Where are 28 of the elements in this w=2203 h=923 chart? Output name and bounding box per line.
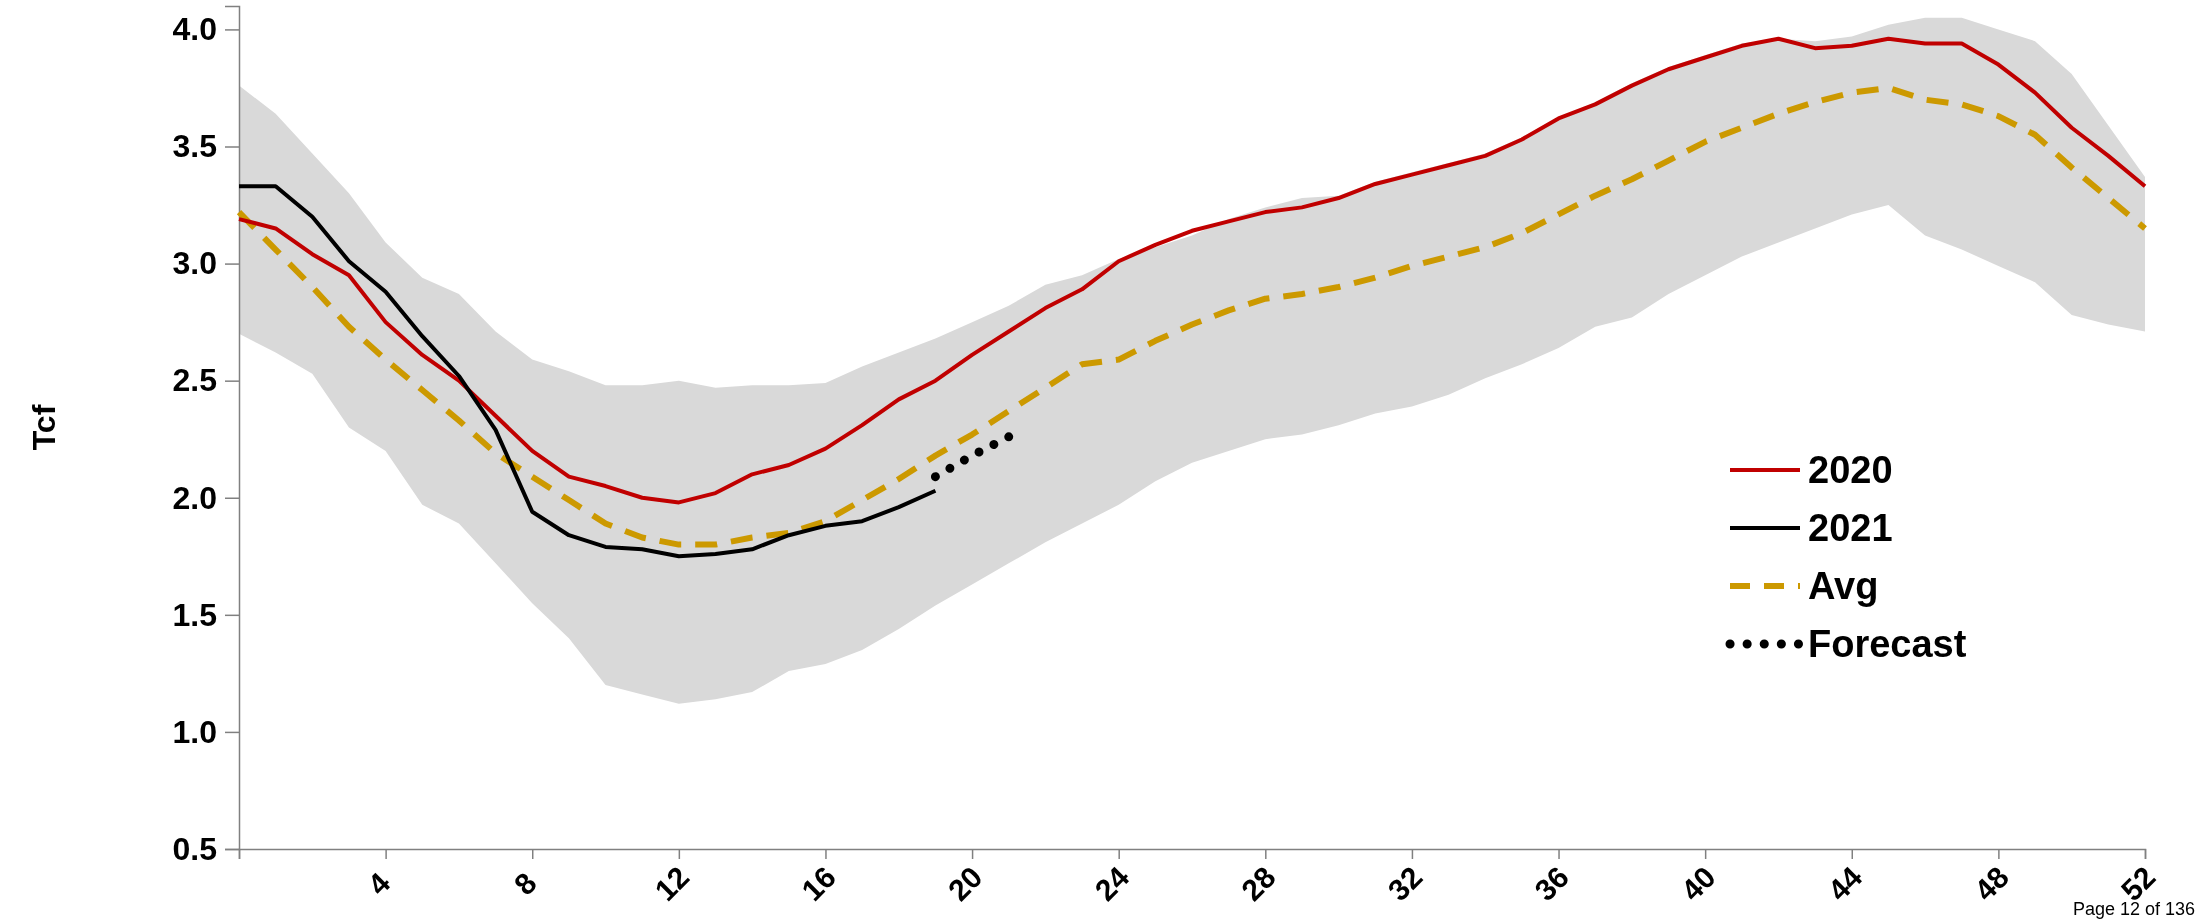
legend-label: Forecast <box>1808 623 1967 665</box>
x-tick-label: 12 <box>648 860 696 908</box>
legend-label: 2021 <box>1808 507 1893 549</box>
y-axis-title: Tcf <box>26 404 62 451</box>
x-tick-label: 44 <box>1821 859 1869 908</box>
x-tick-label: 24 <box>1088 859 1136 908</box>
x-tick-label: 28 <box>1234 860 1282 908</box>
text: Page 12 of 136 <box>2072 899 2195 919</box>
y-tick-label: 2.5 <box>172 362 217 399</box>
y-tick-label: 2.0 <box>172 479 217 516</box>
y-tick-label: 1.0 <box>172 713 217 750</box>
x-tick-label: 16 <box>795 860 842 908</box>
x-tick-label: 32 <box>1381 860 1429 908</box>
legend-label: Avg <box>1808 565 1879 607</box>
x-tick-label: 8 <box>507 866 543 902</box>
legend-label: 2020 <box>1808 449 1893 491</box>
y-tick-label: 0.5 <box>172 830 217 867</box>
x-tick-label: 36 <box>1528 860 1576 908</box>
x-tick-label: 4 <box>361 865 397 902</box>
x-tick-label: 20 <box>941 860 989 908</box>
x-tick-label: 40 <box>1674 860 1722 908</box>
y-tick-label: 1.5 <box>172 596 217 633</box>
x-tick-label: 48 <box>1967 860 2015 908</box>
y-tick-label: 4.0 <box>172 11 217 48</box>
line-series <box>237 36 2147 505</box>
line-series <box>237 184 938 559</box>
y-tick-label: 3.5 <box>172 128 217 165</box>
y-tick-label: 3.0 <box>172 245 217 282</box>
